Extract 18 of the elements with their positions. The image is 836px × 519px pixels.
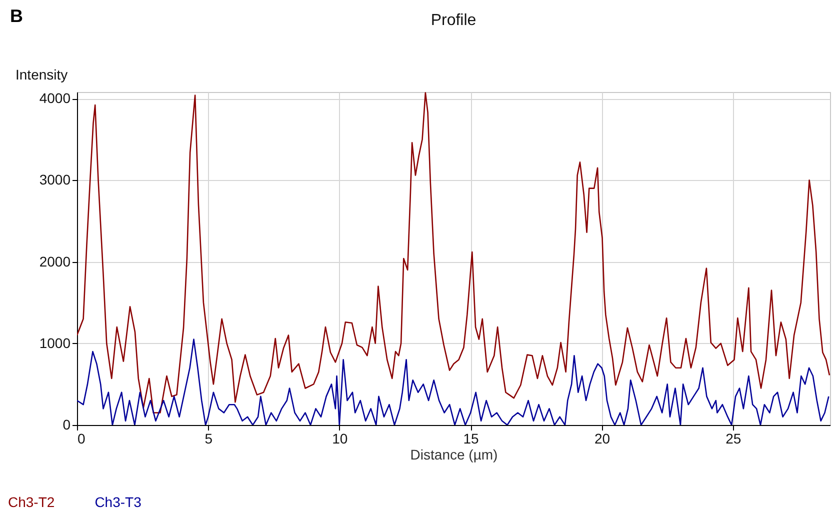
text: B [10,6,23,27]
text: Ch3-T3 [94,494,142,510]
x-tick-label: 15 [463,430,480,446]
y-tick-label: 0 [62,416,71,432]
y-tick-label: 4000 [39,90,71,106]
x-tick-label: 5 [204,430,213,446]
chart-title: Profile [430,12,476,29]
x-tick-label: 0 [78,430,86,446]
x-axis-title: Distance (µm) [410,446,498,462]
x-tick-label: 25 [726,430,742,446]
x-tick-label: 20 [594,430,610,446]
x-tick-label: 10 [332,430,348,446]
y-tick-label: 2000 [39,253,71,270]
y-axis-title: Intensity [16,66,68,82]
y-tick-label: 3000 [39,172,71,188]
y-tick-label: 1000 [39,334,71,351]
text: Ch3-T2 [8,494,55,510]
line-series [77,92,830,414]
